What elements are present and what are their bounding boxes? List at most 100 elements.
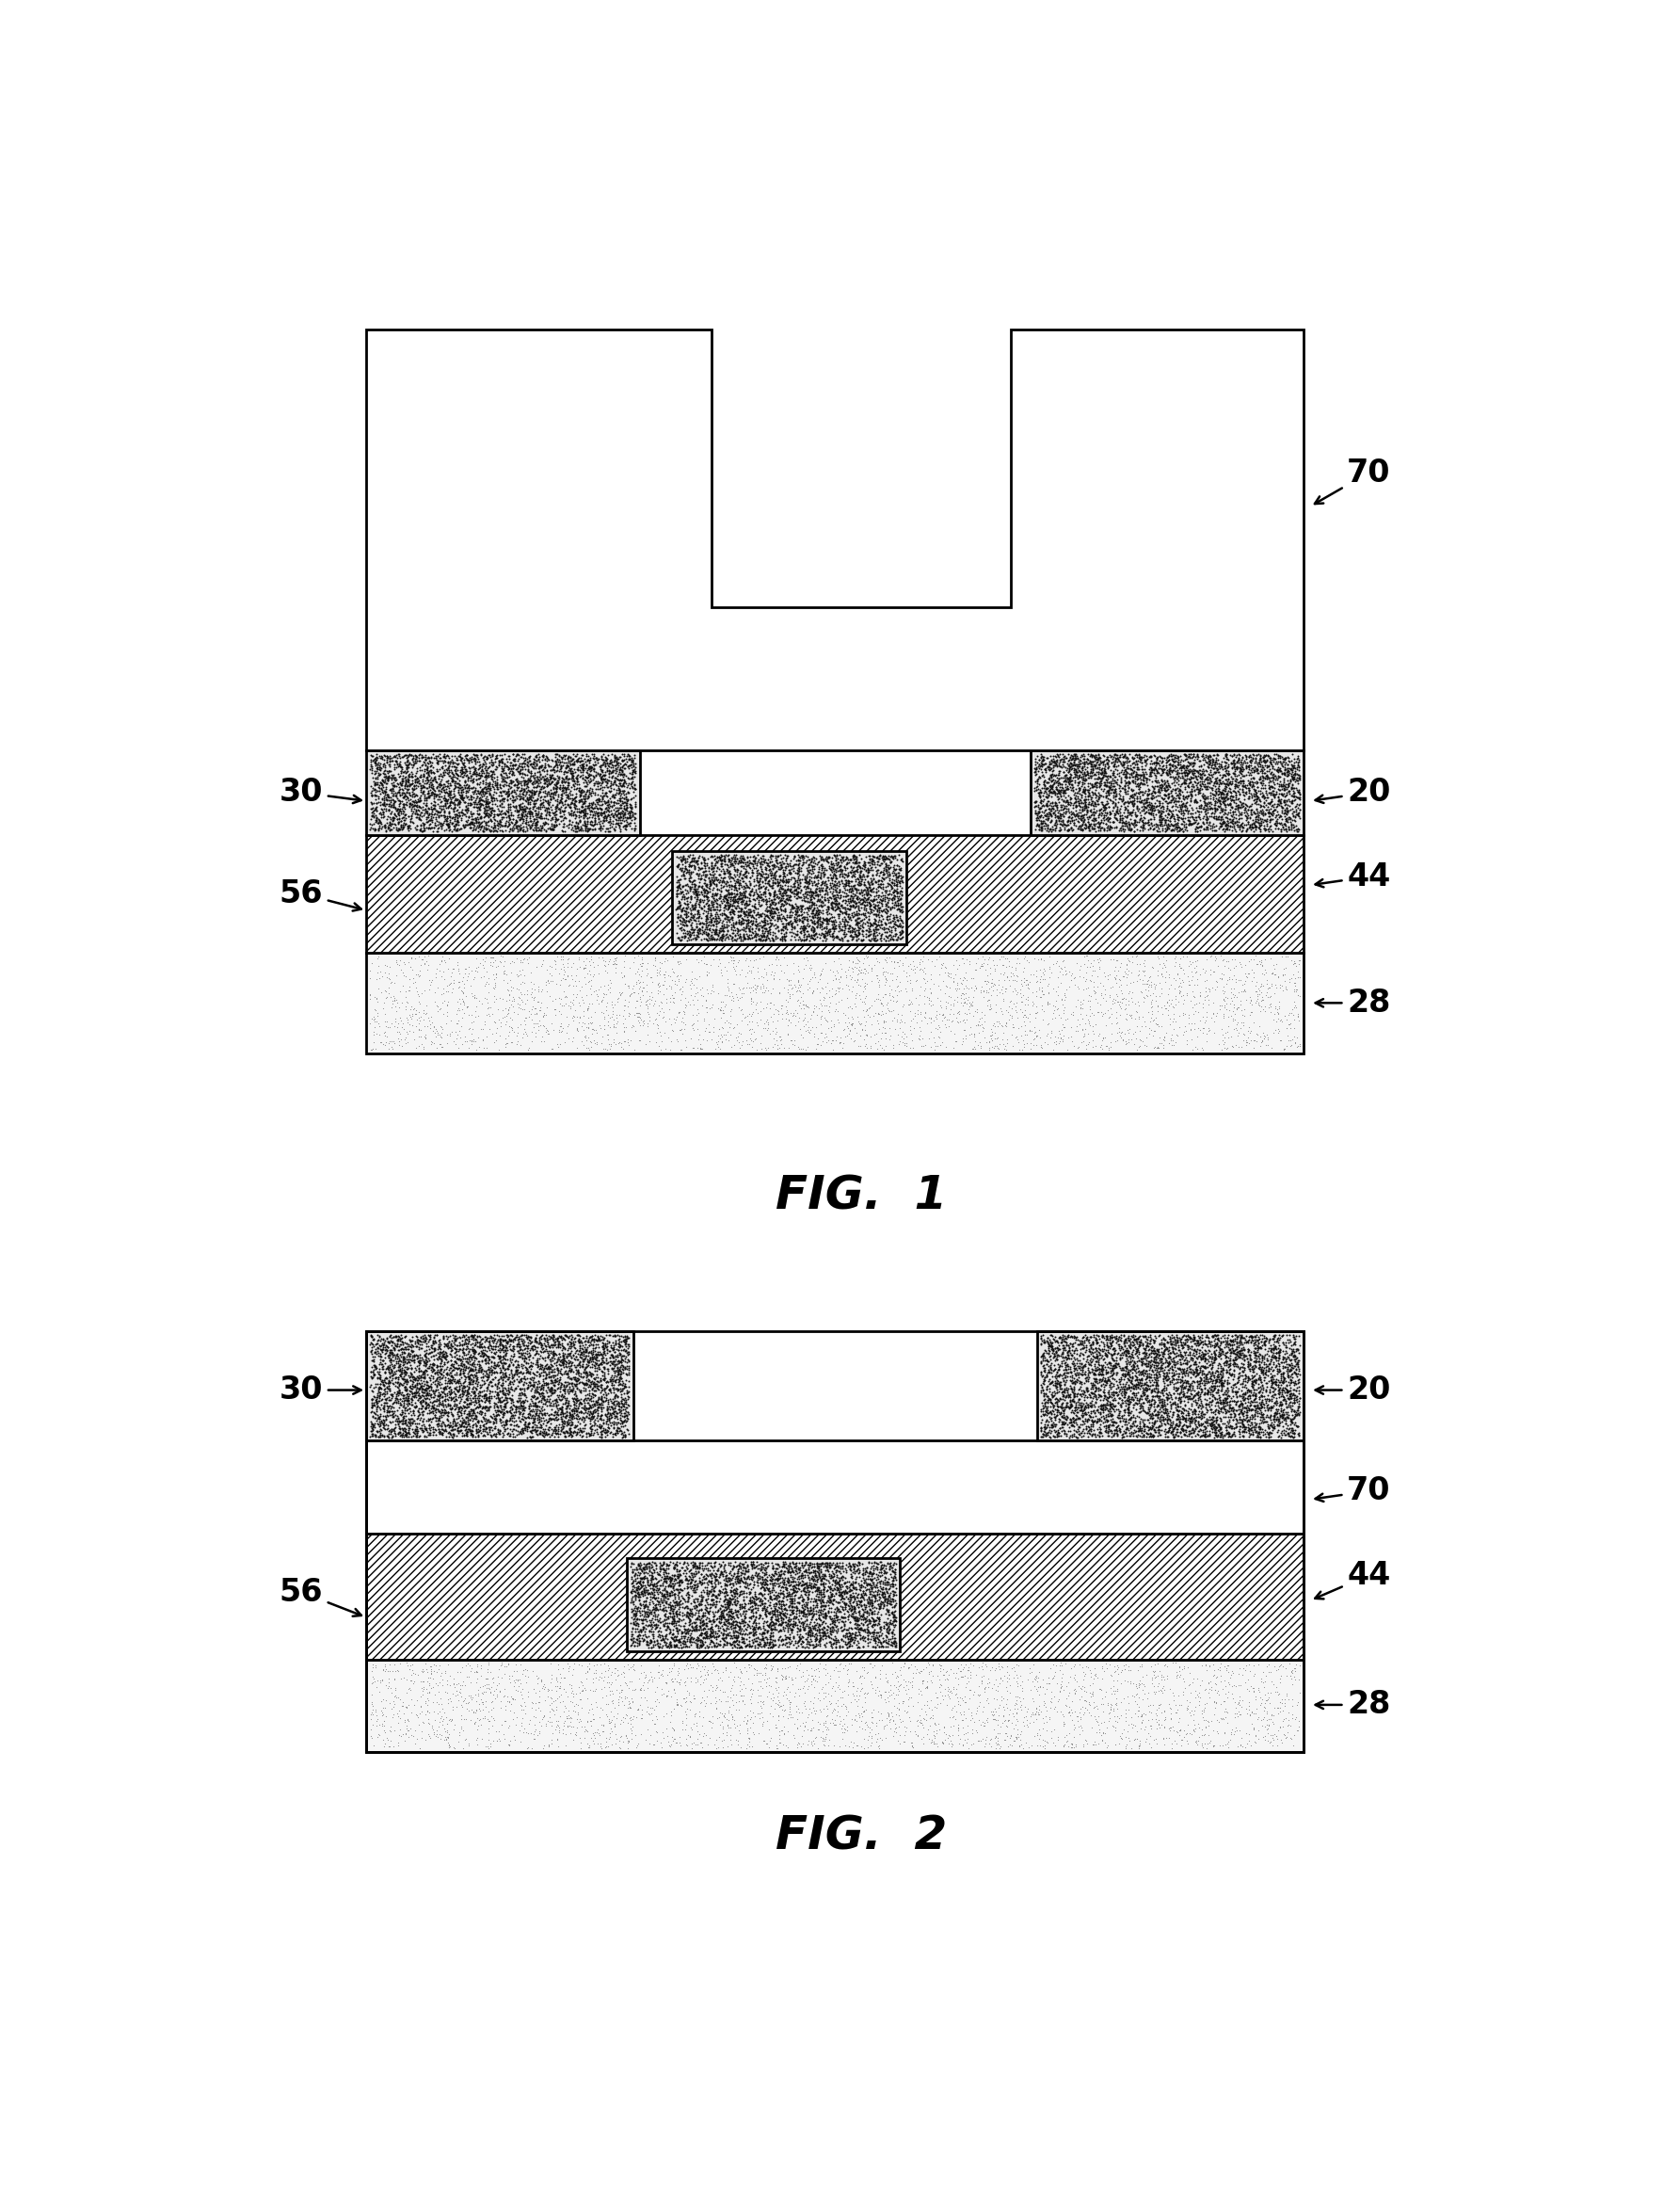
Point <box>1242 1382 1268 1417</box>
Point <box>465 761 492 796</box>
Point <box>870 1583 897 1618</box>
Point <box>1062 1648 1089 1683</box>
Point <box>427 1355 454 1390</box>
Point <box>371 1327 398 1362</box>
Point <box>853 1594 880 1629</box>
Point <box>711 1589 738 1624</box>
Point <box>670 1626 697 1661</box>
Point <box>388 1027 415 1062</box>
Point <box>1176 1366 1203 1401</box>
Point <box>1119 1351 1146 1386</box>
Point <box>514 741 541 776</box>
Point <box>1176 997 1203 1032</box>
Point <box>722 1624 749 1659</box>
Point <box>475 772 502 807</box>
Point <box>850 1021 877 1056</box>
Point <box>445 1375 472 1410</box>
Point <box>465 984 492 1019</box>
Point <box>687 1622 714 1657</box>
Point <box>610 1329 637 1364</box>
Point <box>806 1622 833 1657</box>
Point <box>549 1694 576 1729</box>
Point <box>1028 807 1055 842</box>
Point <box>1062 1397 1089 1432</box>
Point <box>679 984 706 1019</box>
Point <box>739 1548 766 1583</box>
Point <box>1216 796 1243 831</box>
Point <box>796 1624 823 1659</box>
Point <box>440 802 467 837</box>
Point <box>534 739 561 774</box>
Point <box>699 1583 726 1618</box>
Point <box>1102 960 1129 995</box>
Point <box>731 885 758 920</box>
Point <box>366 1377 393 1412</box>
Point <box>469 759 496 794</box>
Point <box>1208 776 1235 811</box>
Point <box>833 863 860 898</box>
Point <box>1215 780 1242 815</box>
Point <box>984 1030 1011 1065</box>
Point <box>1243 973 1270 1008</box>
Point <box>771 909 798 944</box>
Point <box>1102 1384 1129 1419</box>
Point <box>1164 802 1191 837</box>
Point <box>783 1567 810 1602</box>
Point <box>1183 1032 1210 1067</box>
Point <box>640 964 667 999</box>
Point <box>677 1602 704 1637</box>
Point <box>601 1358 628 1392</box>
Point <box>633 957 660 992</box>
Point <box>430 1340 457 1375</box>
Point <box>1052 953 1079 988</box>
Point <box>442 780 469 815</box>
Point <box>674 1624 701 1659</box>
Point <box>573 759 600 794</box>
Point <box>370 1323 396 1358</box>
Point <box>694 1607 721 1642</box>
Point <box>756 1626 783 1661</box>
Point <box>603 741 630 776</box>
Point <box>1068 750 1095 785</box>
Point <box>785 1556 811 1591</box>
Point <box>1169 798 1196 833</box>
Point <box>1208 1392 1235 1427</box>
Point <box>1047 769 1074 804</box>
Point <box>751 916 778 951</box>
Point <box>679 870 706 905</box>
Point <box>1176 739 1203 774</box>
Point <box>1257 752 1284 787</box>
Point <box>1075 1388 1102 1423</box>
Point <box>469 1362 496 1397</box>
Point <box>840 1570 867 1605</box>
Point <box>1105 759 1132 794</box>
Point <box>736 839 763 874</box>
Point <box>1147 1412 1174 1447</box>
Point <box>1210 780 1236 815</box>
Point <box>974 957 1001 992</box>
Point <box>554 957 581 992</box>
Point <box>785 1611 811 1646</box>
Point <box>857 850 884 885</box>
Point <box>816 1574 843 1609</box>
Point <box>833 1657 860 1692</box>
Point <box>410 1406 437 1441</box>
Point <box>402 1362 428 1397</box>
Point <box>543 774 570 809</box>
Point <box>566 785 593 820</box>
Point <box>417 1377 444 1412</box>
Point <box>615 1364 642 1399</box>
Point <box>1247 789 1273 824</box>
Point <box>1126 813 1152 848</box>
Point <box>558 957 585 992</box>
Point <box>884 883 911 918</box>
Point <box>801 916 828 951</box>
Point <box>816 979 843 1014</box>
Point <box>590 1340 617 1375</box>
Point <box>1025 794 1052 828</box>
Point <box>549 761 576 796</box>
Point <box>366 1406 393 1441</box>
Point <box>596 804 623 839</box>
Point <box>1278 759 1305 794</box>
Point <box>1080 1725 1107 1760</box>
